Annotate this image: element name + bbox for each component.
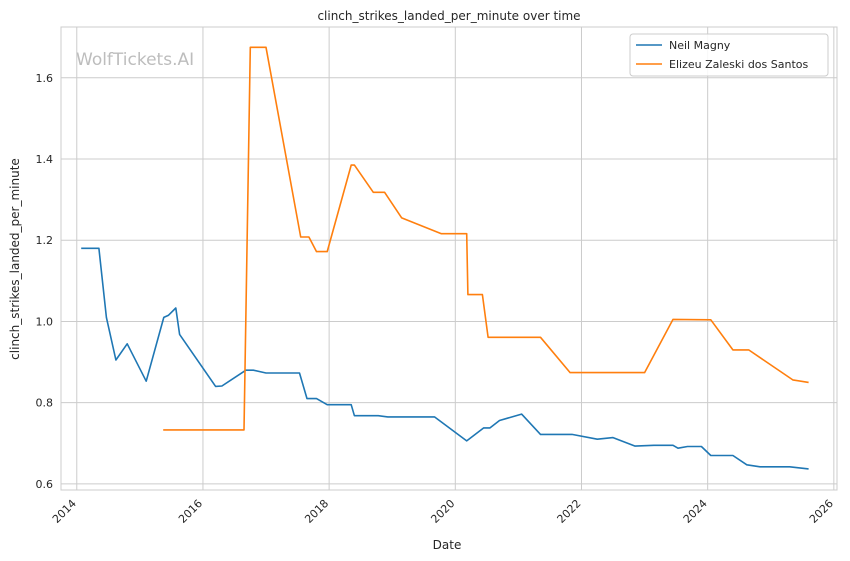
x-tick-label: 2026 [807, 497, 836, 526]
watermark: WolfTickets.AI [76, 50, 194, 70]
chart-title: clinch_strikes_landed_per_minute over ti… [317, 9, 580, 23]
legend: Neil Magny Elizeu Zaleski dos Santos [629, 33, 829, 77]
plot-background [61, 27, 837, 490]
x-axis-label: Date [433, 538, 462, 552]
series-lines [81, 46, 809, 470]
legend-box [629, 33, 829, 77]
plot-frame [60, 26, 838, 491]
y-axis-label: clinch_strikes_landed_per_minute [8, 158, 22, 360]
legend-label-elizeu-zaleski-dos-santos: Elizeu Zaleski dos Santos [669, 58, 809, 71]
x-axis-ticks: 2014 2016 2018 2020 2022 2024 2026 [50, 497, 836, 526]
y-tick-label: 0.6 [36, 478, 54, 491]
x-tick-label: 2020 [428, 497, 457, 526]
gridlines [61, 27, 837, 490]
x-tick-label: 2014 [50, 497, 79, 526]
series-line-elizeu-zaleski-dos-santos [163, 46, 809, 431]
x-tick-label: 2022 [555, 497, 584, 526]
y-axis-ticks: 0.6 0.8 1.0 1.2 1.4 1.6 [36, 72, 54, 491]
series-line-neil-magny [81, 247, 809, 470]
x-tick-label: 2024 [681, 497, 710, 526]
y-tick-label: 1.6 [36, 72, 54, 85]
y-tick-label: 1.0 [36, 315, 54, 328]
x-tick-label: 2018 [302, 497, 331, 526]
legend-label-neil-magny: Neil Magny [669, 39, 731, 52]
y-tick-label: 1.2 [36, 234, 54, 247]
x-tick-label: 2016 [176, 497, 205, 526]
y-tick-label: 0.8 [36, 397, 54, 410]
y-tick-label: 1.4 [36, 153, 54, 166]
